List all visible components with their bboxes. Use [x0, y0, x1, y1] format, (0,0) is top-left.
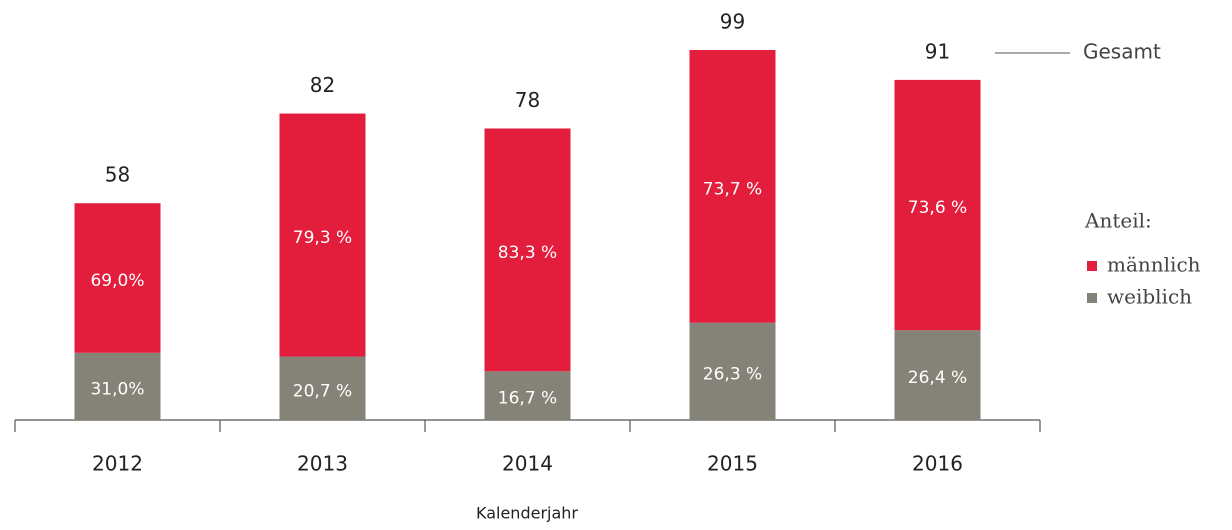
total-label: 99 — [720, 10, 745, 34]
total-legend-label: Gesamt — [1083, 40, 1161, 64]
bar-segment — [894, 330, 981, 420]
segment-label: 26,4 % — [908, 368, 967, 388]
segment-label: 73,6 % — [908, 198, 967, 218]
total-label: 58 — [105, 163, 130, 187]
x-tick-label: 2014 — [502, 452, 553, 476]
bar-segment — [279, 356, 366, 420]
segment-label: 16,7 % — [498, 389, 557, 409]
legend-swatch — [1087, 293, 1097, 303]
segment-label: 83,3 % — [498, 243, 557, 263]
segment-label: 79,3 % — [293, 228, 352, 248]
bar-segment — [484, 128, 571, 372]
x-axis-label: Kalenderjahr — [476, 504, 578, 523]
total-label: 91 — [925, 39, 950, 63]
legend-title: Anteil: — [1084, 209, 1152, 233]
x-tick-label: 2013 — [297, 452, 348, 476]
legend-swatch — [1087, 261, 1097, 271]
segment-label: 20,7 % — [293, 381, 352, 401]
bar-segment — [689, 322, 776, 420]
bar-segment — [74, 203, 161, 353]
segment-label: 69,0% — [90, 271, 144, 291]
segment-label: 26,3 % — [703, 364, 762, 384]
legend-label: männlich — [1107, 253, 1201, 277]
segment-label: 31,0% — [90, 379, 144, 399]
bar-segment — [894, 79, 981, 331]
bar-segment — [279, 113, 366, 357]
total-label: 82 — [310, 73, 335, 97]
x-tick-label: 2015 — [707, 452, 758, 476]
x-tick-label: 2012 — [92, 452, 143, 476]
segment-label: 73,7 % — [703, 179, 762, 199]
bar-segment — [74, 352, 161, 420]
x-tick-label: 2016 — [912, 452, 963, 476]
bar-segment — [484, 371, 571, 420]
legend-label: weiblich — [1107, 285, 1192, 309]
bar-segment — [689, 50, 776, 323]
total-label: 78 — [515, 88, 540, 112]
